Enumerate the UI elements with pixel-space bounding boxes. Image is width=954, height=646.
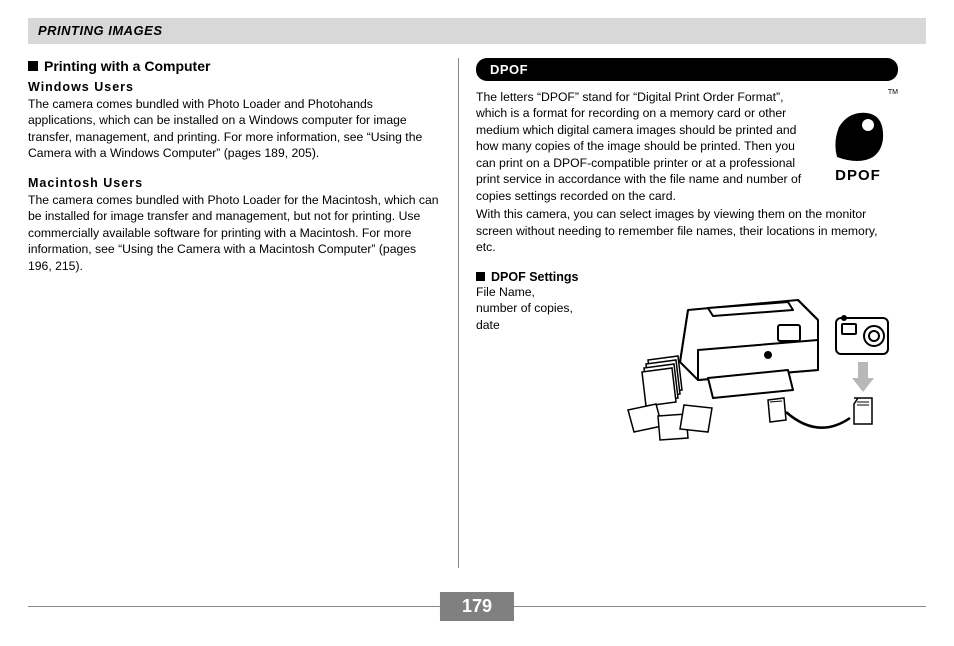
dpof-intro-paragraph-1: The letters “DPOF” stand for “Digital Pr…: [476, 89, 808, 204]
dpof-intro-paragraph-2: With this camera, you can select images …: [476, 206, 898, 255]
chapter-title: PRINTING IMAGES: [38, 23, 163, 38]
body-mac: The camera comes bundled with Photo Load…: [28, 192, 440, 274]
dpof-pill-heading: DPOF: [476, 58, 898, 81]
dpof-logo: TM DPOF: [818, 89, 898, 206]
dpof-diagram: [618, 270, 898, 455]
left-column: Printing with a Computer Windows Users T…: [28, 58, 458, 578]
printer-camera-diagram-icon: [618, 270, 898, 450]
section-heading-printing: Printing with a Computer: [28, 58, 440, 74]
dpof-logo-icon: [827, 107, 889, 165]
bullet-square-icon: [476, 272, 485, 281]
dpof-settings-row: DPOF Settings File Name, number of copie…: [476, 270, 898, 455]
dpof-settings-heading: DPOF Settings: [476, 270, 618, 284]
dpof-logo-label: DPOF: [818, 167, 898, 184]
dpof-settings-body: File Name, number of copies, date: [476, 284, 618, 333]
dpof-intro-text-wrap: The letters “DPOF” stand for “Digital Pr…: [476, 89, 808, 206]
page-number: 179: [440, 592, 514, 621]
body-windows: The camera comes bundled with Photo Load…: [28, 96, 440, 162]
two-column-layout: Printing with a Computer Windows Users T…: [28, 58, 926, 578]
chapter-header-bar: PRINTING IMAGES: [28, 18, 926, 44]
subhead-mac: Macintosh Users: [28, 176, 440, 190]
right-column: DPOF The letters “DPOF” stand for “Digit…: [458, 58, 898, 578]
bullet-square-icon: [28, 61, 38, 71]
subhead-windows: Windows Users: [28, 80, 440, 94]
page-footer: 179: [28, 592, 926, 622]
dpof-intro-row: The letters “DPOF” stand for “Digital Pr…: [476, 89, 898, 206]
trademark-symbol: TM: [888, 89, 898, 96]
section-title-text: Printing with a Computer: [44, 58, 210, 74]
dpof-settings-heading-text: DPOF Settings: [491, 270, 579, 284]
dpof-settings-text: DPOF Settings File Name, number of copie…: [476, 270, 618, 455]
